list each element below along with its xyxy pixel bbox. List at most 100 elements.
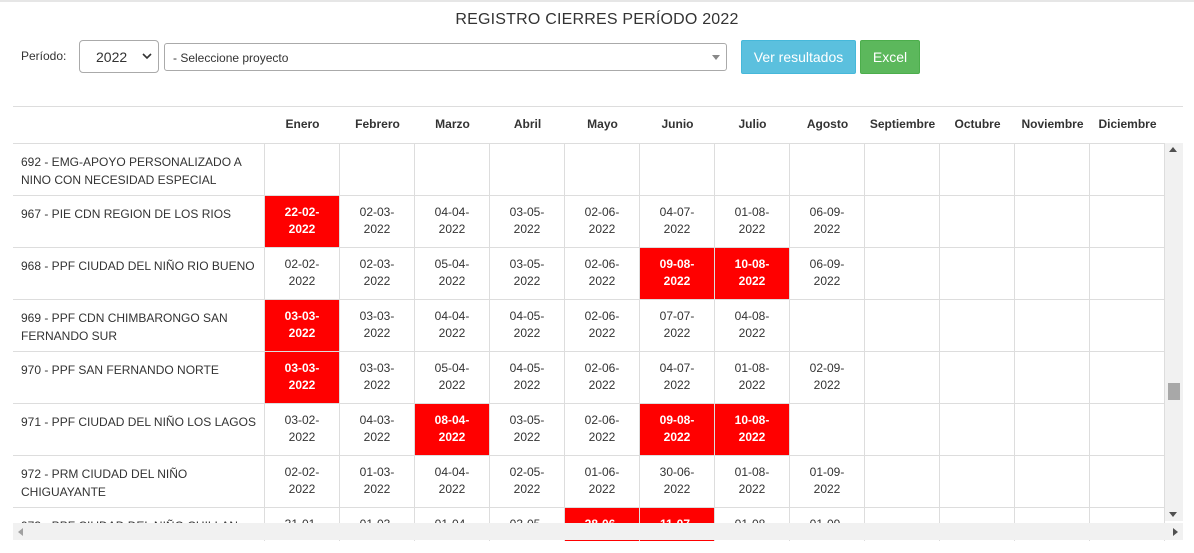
closure-date-line1: 02-02- [284, 257, 320, 271]
closure-date-cell [865, 404, 940, 455]
closure-date-cell [1015, 404, 1090, 455]
month-header: Noviembre [1021, 117, 1084, 131]
closure-date-cell [865, 196, 940, 247]
closure-date-cell: 04-05- 2022 [490, 300, 565, 351]
closure-date-cell: 01-08- 2022 [715, 352, 790, 403]
closure-date-cell: 05-04- 2022 [415, 352, 490, 403]
closure-date-cell [865, 248, 940, 299]
closure-date-line1: 02-03- [359, 205, 395, 219]
closure-date-cell [1015, 300, 1090, 351]
scroll-right-icon[interactable] [1173, 528, 1178, 536]
view-results-button[interactable]: Ver resultados [741, 40, 856, 74]
closure-date-line2: 2022 [588, 482, 616, 496]
month-header: Abril [513, 117, 542, 131]
closure-date-cell: 02-06- 2022 [565, 404, 640, 455]
closure-date-line2: 2022 [363, 222, 391, 236]
closure-date-line1: 30-06- [659, 465, 695, 479]
project-name: 968 - PPF CIUDAD DEL NIÑO RIO BUENO [13, 248, 265, 299]
closure-date-line2: 2022 [438, 274, 466, 288]
closure-date-line1: 07-07- [659, 309, 695, 323]
closure-date-cell: 04-07- 2022 [640, 352, 715, 403]
closure-date-line1: 06-09- [809, 257, 845, 271]
closure-date-line1: 02-02- [284, 465, 320, 479]
closure-date-cell: 03-02- 2022 [265, 404, 340, 455]
closure-date-cell [1090, 404, 1165, 455]
closure-date-line2: 2022 [363, 274, 391, 288]
closure-date-cell [865, 456, 940, 507]
closure-date-cell: 03-03- 2022 [265, 300, 340, 351]
closure-date-line1: 22-02- [284, 205, 320, 219]
project-select-placeholder: - Seleccione proyecto [173, 51, 289, 65]
closure-date-cell [715, 144, 790, 195]
closure-date-line2: 2022 [513, 222, 541, 236]
project-name: 967 - PIE CDN REGION DE LOS RIOS [13, 196, 265, 247]
closure-date-line1: 04-05- [509, 361, 545, 375]
closure-date-cell: 08-04- 2022 [415, 404, 490, 455]
table-row: 970 - PPF SAN FERNANDO NORTE 03-03- 2022 03… [13, 352, 1165, 404]
closure-date-line2: 2022 [513, 482, 541, 496]
closure-date-line1: 03-05- [509, 205, 545, 219]
closure-date-cell [790, 300, 865, 351]
closure-date-line2: 2022 [288, 482, 316, 496]
closure-date-line2: 2022 [288, 430, 316, 444]
horizontal-scrollbar[interactable] [13, 523, 1183, 540]
closure-date-line2: 2022 [288, 326, 316, 340]
closure-date-cell [1090, 196, 1165, 247]
scroll-up-icon[interactable] [1169, 147, 1177, 152]
closure-date-cell [1090, 456, 1165, 507]
table-row: 969 - PPF CDN CHIMBARONGO SAN FERNANDO S… [13, 300, 1165, 352]
closure-date-line1: 04-04- [434, 205, 470, 219]
closure-date-cell: 09-08- 2022 [640, 248, 715, 299]
table-header: Enero Febrero Marzo Abril Mayo Junio Julio Agos… [13, 107, 1183, 144]
closure-date-cell [1090, 144, 1165, 195]
closure-date-line2: 2022 [438, 326, 466, 340]
closure-date-line2: 2022 [663, 222, 691, 236]
closure-date-line2: 2022 [588, 326, 616, 340]
closure-date-line1: 06-09- [809, 205, 845, 219]
closure-date-line2: 2022 [663, 326, 691, 340]
year-select[interactable]: 2022 [79, 40, 159, 73]
closure-date-line2: 2022 [738, 430, 766, 444]
table-row: 692 - EMG-APOYO PERSONALIZADO A NINO CON… [13, 144, 1165, 196]
closure-date-line1: 03-03- [359, 361, 395, 375]
closure-date-cell [790, 144, 865, 195]
project-select[interactable]: - Seleccione proyecto [164, 43, 727, 71]
month-header: Septiembre [869, 117, 936, 131]
closure-date-cell: 03-03- 2022 [340, 300, 415, 351]
page-title: REGISTRO CIERRES PERÍODO 2022 [455, 11, 739, 28]
closure-date-line2: 2022 [288, 222, 316, 236]
closure-date-cell [1015, 144, 1090, 195]
closure-date-cell: 04-05- 2022 [490, 352, 565, 403]
closure-date-line1: 01-08- [734, 205, 770, 219]
closure-date-cell [1090, 300, 1165, 351]
closure-date-cell: 03-05- 2022 [490, 248, 565, 299]
project-name: 972 - PRM CIUDAD DEL NIÑO CHIGUAYANTE [13, 456, 265, 507]
scroll-thumb[interactable] [1168, 383, 1180, 400]
closure-date-line1: 04-04- [434, 465, 470, 479]
closure-date-cell: 01-08- 2022 [715, 196, 790, 247]
closure-date-cell [490, 144, 565, 195]
closure-date-line1: 03-03- [284, 361, 320, 375]
closure-date-line1: 01-06- [584, 465, 620, 479]
closure-date-line2: 2022 [813, 222, 841, 236]
closure-date-line1: 03-03- [359, 309, 395, 323]
closure-date-line2: 2022 [813, 482, 841, 496]
scroll-down-icon[interactable] [1169, 512, 1177, 517]
closure-date-cell: 04-07- 2022 [640, 196, 715, 247]
month-header: Junio [661, 117, 694, 131]
project-name: 969 - PPF CDN CHIMBARONGO SAN FERNANDO S… [13, 300, 265, 351]
closure-date-line1: 04-07- [659, 361, 695, 375]
closure-date-cell: 10-08- 2022 [715, 404, 790, 455]
closure-date-cell [940, 300, 1015, 351]
closure-date-cell [1015, 248, 1090, 299]
vertical-scrollbar[interactable] [1165, 143, 1183, 521]
scroll-left-icon[interactable] [18, 528, 23, 536]
closure-date-cell: 04-03- 2022 [340, 404, 415, 455]
closure-date-cell: 09-08- 2022 [640, 404, 715, 455]
closure-date-line1: 04-04- [434, 309, 470, 323]
closure-date-line2: 2022 [288, 378, 316, 392]
excel-export-button[interactable]: Excel [860, 40, 920, 74]
closure-date-cell: 04-08- 2022 [715, 300, 790, 351]
closure-date-cell [1015, 456, 1090, 507]
closure-date-line2: 2022 [588, 274, 616, 288]
